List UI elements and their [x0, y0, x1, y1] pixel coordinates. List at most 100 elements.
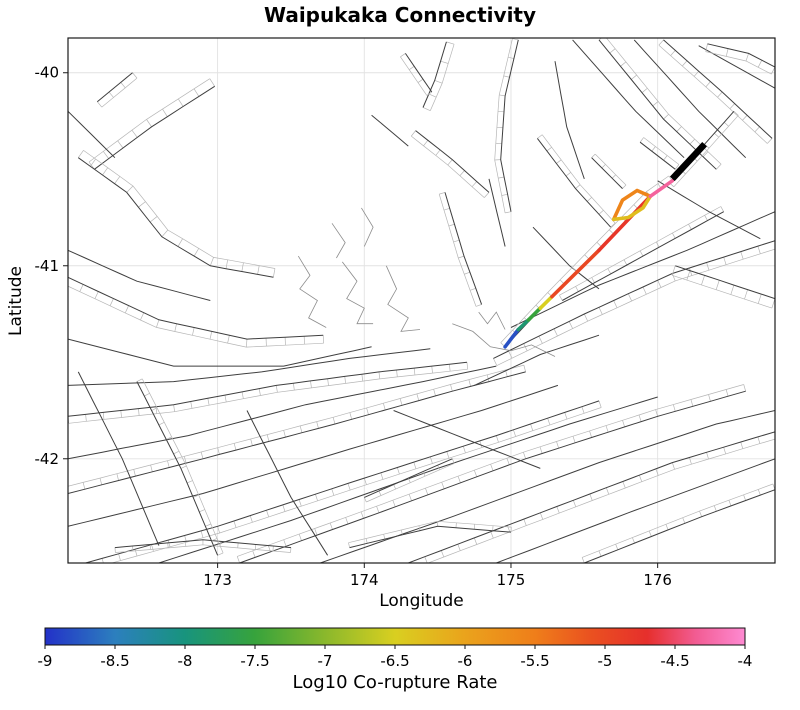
fault-panel-edge [523, 343, 528, 351]
fault-trace [136, 378, 224, 556]
fault-panel-edge [490, 531, 494, 539]
fault-surface-trace [114, 539, 292, 549]
fault-surface-trace [707, 43, 775, 68]
colorbar-tick-label: -7 [318, 652, 333, 670]
fault-panel-edge [655, 468, 659, 476]
fault-panel-edge [126, 185, 134, 193]
fault-trace [559, 206, 724, 301]
fault-surface-trace [68, 361, 468, 417]
fault-panel-edge [568, 321, 573, 329]
fault-panel-edge [643, 137, 680, 165]
y-tick-label: -40 [35, 64, 60, 82]
colorbar-tick-label: -7.5 [240, 652, 269, 670]
fault-panel-edge [108, 91, 114, 98]
fault-panel-edge [434, 80, 443, 84]
fault-panel-edge [183, 456, 187, 464]
fault-panel-edge [116, 473, 119, 481]
fault-panel-edge [327, 378, 329, 386]
fault-panel-edge [705, 51, 772, 75]
fault-panel-edge [250, 438, 253, 446]
fault-trace [598, 38, 722, 170]
fault-panel-edge [400, 56, 428, 96]
fault-panel-edge [740, 441, 744, 449]
fault-surface-trace [584, 489, 775, 563]
fault-panel-edge [702, 151, 709, 157]
fault-panel-edge [68, 364, 524, 487]
fault-panel-edge [396, 467, 400, 475]
fault-panel-edge [118, 553, 121, 561]
fault-trace [68, 338, 372, 367]
fault-panel-edge [266, 434, 270, 442]
fault-panel-edge [347, 483, 351, 491]
fault-panel-edge [559, 206, 721, 296]
fault-panel-edge [720, 206, 724, 212]
fault-panel-edge [298, 533, 302, 541]
fault-trace [474, 334, 600, 386]
fault-panel-edge [134, 549, 138, 557]
fault-panel-edge [144, 393, 150, 397]
fault-panel-edge [651, 146, 656, 152]
fault-panel-edge [689, 457, 692, 465]
fault-panel-edge [151, 407, 158, 411]
fault-surface-trace [675, 265, 775, 300]
fault-panel-edge [102, 167, 109, 176]
fault-panel-edge [615, 544, 619, 550]
coastline [341, 261, 374, 325]
fault-panel-edge [575, 184, 581, 189]
fault-panel-edge [298, 499, 302, 507]
chart-title: Waipukaka Connectivity [263, 3, 537, 27]
fault-panel-edge [743, 384, 747, 392]
fault-panel-edge [435, 149, 441, 156]
fault-trace [493, 240, 775, 366]
fault-panel-edge [717, 91, 723, 98]
fault-panel-edge [115, 544, 291, 553]
fault-panel-edge [639, 250, 644, 257]
fault-trace [393, 410, 541, 469]
fault-trace [246, 410, 329, 556]
fault-panel-edge [744, 289, 748, 300]
fault-panel-edge [200, 530, 204, 538]
fault-surface-trace [663, 39, 773, 139]
fault-panel-edge [686, 270, 691, 281]
fault-panel-edge [639, 137, 644, 143]
fault-panel-edge [723, 256, 727, 265]
fault-panel-edge [207, 398, 210, 406]
fault-panel-edge [468, 379, 471, 387]
fault-panel-edge [723, 447, 727, 454]
fault-trace [422, 41, 455, 111]
fault-panel-edge [440, 550, 445, 558]
fault-surface-trace [68, 371, 526, 494]
fault-panel-edge [607, 268, 612, 275]
fault-panel-edge [209, 331, 213, 340]
fault-panel-edge [673, 404, 676, 412]
fault-panel-edge [411, 130, 416, 137]
fault-panel-edge [117, 140, 124, 149]
fault-panel-edge [725, 389, 729, 397]
fault-panel-edge [429, 456, 433, 464]
fault-panel-edge [594, 153, 627, 186]
fault-surface-trace [68, 384, 559, 527]
fault-panel-edge [441, 482, 445, 489]
fault-panel-edge [141, 378, 224, 554]
colorbar-tick-label: -8.5 [100, 652, 129, 670]
fault-panel-edge [77, 150, 84, 158]
fault-surface-trace [415, 130, 490, 193]
fault-trace [537, 134, 616, 228]
fault-trace [158, 396, 658, 563]
fault-surface-trace [239, 390, 746, 563]
fault-panel-edge [316, 421, 319, 429]
fault-surface-trace [657, 180, 761, 240]
fault-panel-edge [591, 277, 595, 283]
fault-panel-edge [156, 319, 160, 328]
fault-panel-edge [177, 98, 184, 107]
colorbar-tick-label: -5 [598, 652, 613, 670]
fault-trace [77, 371, 160, 546]
fault-surface-trace [94, 85, 215, 170]
fault-surface-trace [68, 348, 431, 386]
fault-panel-edge [114, 176, 121, 184]
fault-panel-edge [422, 107, 431, 111]
fault-panel-edge [495, 435, 499, 443]
fault-panel-edge [743, 494, 746, 501]
fault-panel-edge [217, 447, 220, 455]
